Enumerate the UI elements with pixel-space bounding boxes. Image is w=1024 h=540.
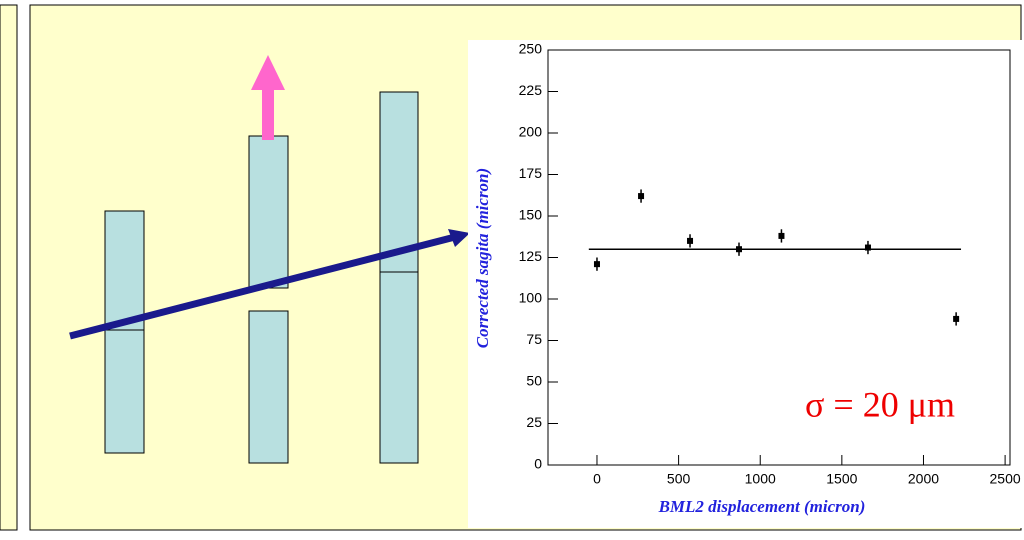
x-axis-label: BML2 displacement (micron)	[658, 497, 866, 516]
chamber	[380, 92, 418, 463]
x-tick-label: 2500	[990, 471, 1021, 487]
page: Corrected sagita (micron) BML2 displacem…	[0, 0, 1024, 535]
y-tick-label: 25	[526, 414, 542, 430]
chamber	[249, 136, 288, 288]
data-point	[638, 193, 644, 199]
y-tick-label: 175	[519, 165, 543, 181]
x-tick-label: 2000	[908, 471, 939, 487]
x-tick-label: 0	[593, 471, 601, 487]
left-panel	[0, 5, 17, 530]
y-tick-label: 50	[526, 373, 542, 389]
shift-arrow	[262, 88, 274, 140]
x-tick-label: 1500	[826, 471, 857, 487]
y-tick-label: 100	[519, 290, 543, 306]
y-tick-label: 225	[519, 82, 543, 98]
x-tick-label: 1000	[745, 471, 776, 487]
data-point	[778, 233, 784, 239]
y-axis-label: Corrected sagita (micron)	[473, 168, 492, 348]
data-point	[736, 246, 742, 252]
data-point	[865, 245, 871, 251]
data-point	[594, 261, 600, 267]
data-point	[953, 316, 959, 322]
y-tick-label: 125	[519, 248, 543, 264]
chart-panel	[468, 40, 1022, 528]
slide: Corrected sagita (micron) BML2 displacem…	[0, 0, 1024, 535]
y-tick-label: 150	[519, 207, 543, 223]
x-tick-label: 500	[667, 471, 691, 487]
y-tick-label: 200	[519, 124, 543, 140]
y-tick-label: 250	[519, 41, 543, 57]
annotation: σ = 20 μm	[805, 384, 955, 424]
chamber	[249, 311, 288, 463]
y-tick-label: 75	[526, 331, 542, 347]
data-point	[687, 238, 693, 244]
y-tick-label: 0	[534, 456, 542, 472]
chamber	[105, 211, 144, 453]
